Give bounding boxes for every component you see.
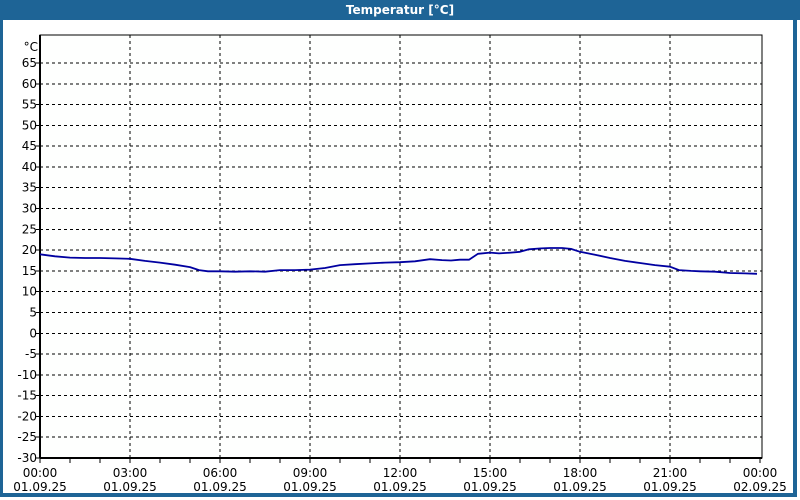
x-tick-date-label: 01.09.25 — [283, 480, 336, 494]
x-tick-date-label: 01.09.25 — [643, 480, 696, 494]
y-tick-label: 35 — [22, 181, 37, 195]
window-border-left — [0, 20, 3, 497]
y-axis-unit-label: °C — [24, 40, 38, 54]
x-tick-time-label: 06:00 — [203, 466, 238, 480]
y-tick-label: 20 — [22, 243, 37, 257]
x-tick-time-label: 12:00 — [383, 466, 418, 480]
y-tick-label: -10 — [17, 368, 37, 382]
y-tick-label: 45 — [22, 139, 37, 153]
window-border-right — [793, 20, 797, 497]
x-tick-time-label: 15:00 — [473, 466, 508, 480]
x-tick-time-label: 03:00 — [113, 466, 148, 480]
x-tick-time-label: 09:00 — [293, 466, 328, 480]
x-tick-time-label: 21:00 — [653, 466, 688, 480]
x-tick-time-label: 00:00 — [23, 466, 58, 480]
x-tick-date-label: 01.09.25 — [373, 480, 426, 494]
y-tick-label: -15 — [17, 389, 37, 403]
y-tick-label: -25 — [17, 430, 37, 444]
y-tick-label: 60 — [22, 77, 37, 91]
plot-area — [40, 35, 762, 458]
y-tick-label: 15 — [22, 264, 37, 278]
y-tick-label: 50 — [22, 118, 37, 132]
temperature-line — [39, 247, 758, 275]
window-title-bar[interactable]: Temperatur [°C] — [0, 0, 800, 20]
y-tick-label: 25 — [22, 222, 37, 236]
x-tick-date-label: 01.09.25 — [103, 480, 156, 494]
x-tick-time-label: 00:00 — [743, 466, 778, 480]
y-tick-label: 55 — [22, 98, 37, 112]
y-tick-label: -20 — [17, 409, 37, 423]
y-tick-label: 40 — [22, 160, 37, 174]
y-tick-label: 10 — [22, 285, 37, 299]
y-tick-label: 65 — [22, 56, 37, 70]
window-title: Temperatur [°C] — [345, 3, 455, 17]
x-tick-date-label: 01.09.25 — [13, 480, 66, 494]
x-tick-date-label: 02.09.25 — [733, 480, 786, 494]
y-tick-label: -5 — [25, 347, 37, 361]
y-tick-label: 5 — [29, 305, 37, 319]
x-tick-date-label: 01.09.25 — [193, 480, 246, 494]
y-tick-label: 30 — [22, 202, 37, 216]
plot-border — [39, 34, 763, 459]
x-tick-date-label: 01.09.25 — [553, 480, 606, 494]
y-tick-label: 0 — [29, 326, 37, 340]
x-tick-time-label: 18:00 — [563, 466, 598, 480]
x-tick-date-label: 01.09.25 — [463, 480, 516, 494]
y-tick-label: -30 — [17, 451, 37, 465]
window-border-bottom — [0, 493, 797, 497]
